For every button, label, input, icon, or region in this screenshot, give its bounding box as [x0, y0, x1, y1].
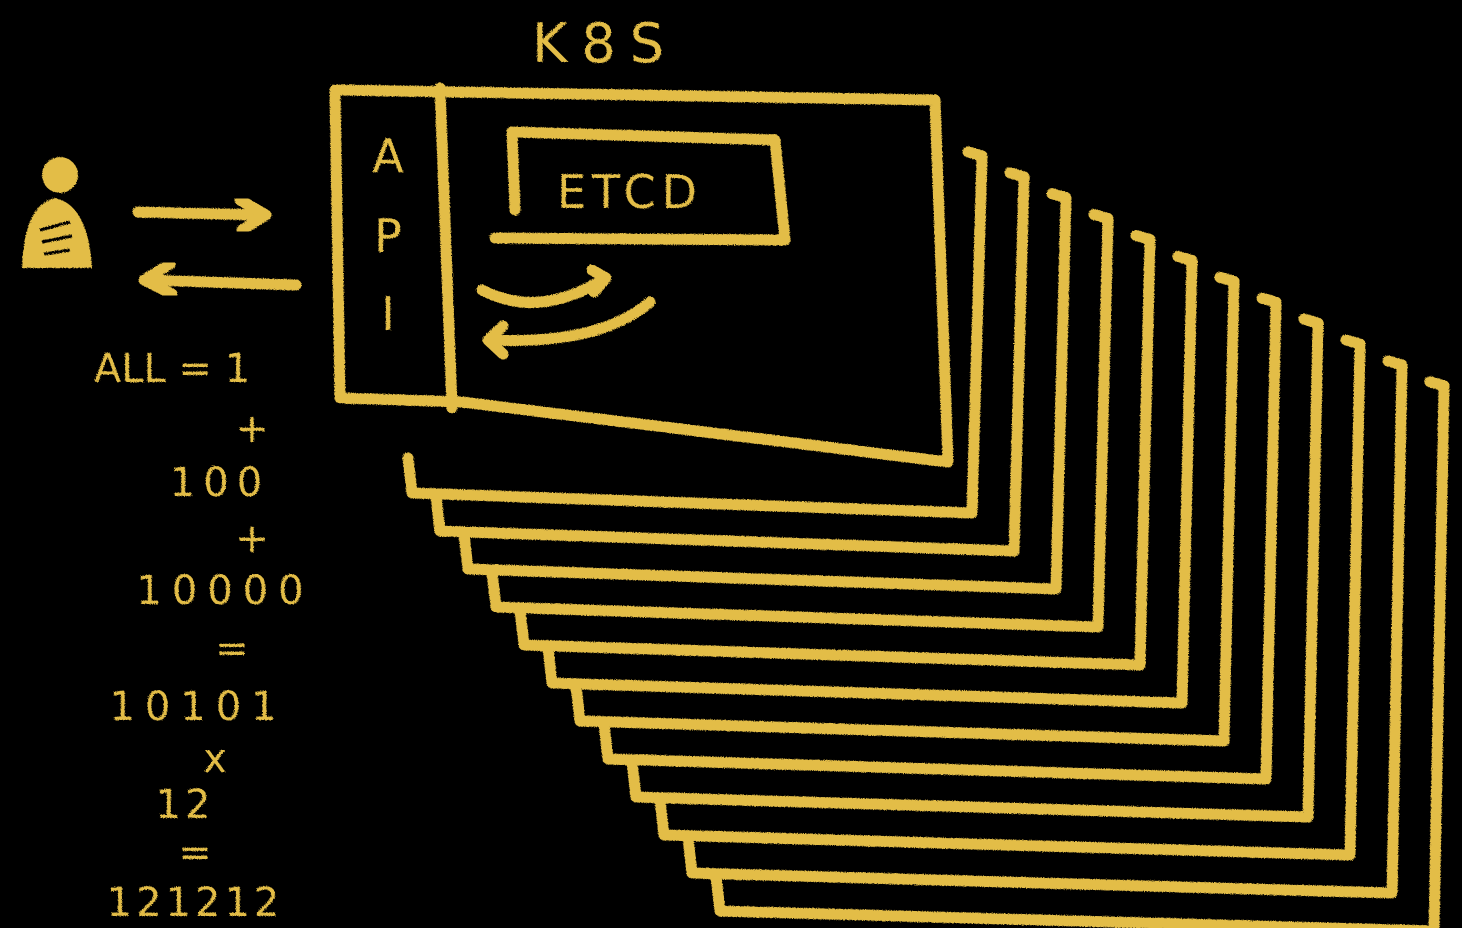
cluster-box	[329, 82, 954, 468]
calc-line-5: =	[215, 626, 249, 672]
cluster-copy-6	[542, 250, 1198, 709]
cluster-copy-2	[430, 167, 1030, 557]
calc-line-9: =	[178, 830, 212, 876]
api-label: A P I	[372, 129, 404, 341]
calc-line-0: ALL = 1	[94, 346, 250, 392]
cluster-copy-4	[486, 209, 1114, 633]
api-letter-a: A	[372, 129, 404, 183]
cluster-copy-11	[682, 355, 1408, 899]
cluster-copy-5	[514, 230, 1156, 671]
calculation: ALL = 1 + 100 + 10000 = 10101 x 12 = 121…	[94, 346, 313, 926]
cluster-title: K8S	[532, 12, 678, 75]
person-icon	[22, 157, 92, 268]
api-letter-i: I	[381, 287, 395, 341]
cluster-copy-7	[570, 271, 1240, 747]
calc-line-6: 10101	[109, 684, 286, 730]
calc-line-3: +	[235, 516, 269, 562]
cluster-copy-10	[654, 334, 1366, 861]
calc-line-2: 100	[170, 460, 270, 506]
calc-line-7: x	[203, 736, 227, 782]
cluster-copy-8	[598, 292, 1282, 785]
request-arrow	[132, 194, 272, 236]
cluster-copy-3	[458, 188, 1072, 595]
response-arrow	[138, 258, 302, 300]
calc-line-10: 121212	[107, 880, 284, 926]
calc-line-4: 10000	[136, 568, 313, 614]
etcd-label: ETCD	[557, 165, 703, 219]
cluster-copy-12	[710, 376, 1450, 928]
cluster-copy-9	[626, 313, 1324, 823]
calc-line-8: 12	[156, 782, 215, 828]
calc-line-1: +	[235, 406, 269, 452]
cluster-copy-1	[402, 146, 988, 519]
api-letter-p: P	[374, 209, 402, 263]
cluster-copies-stack	[402, 146, 1450, 928]
